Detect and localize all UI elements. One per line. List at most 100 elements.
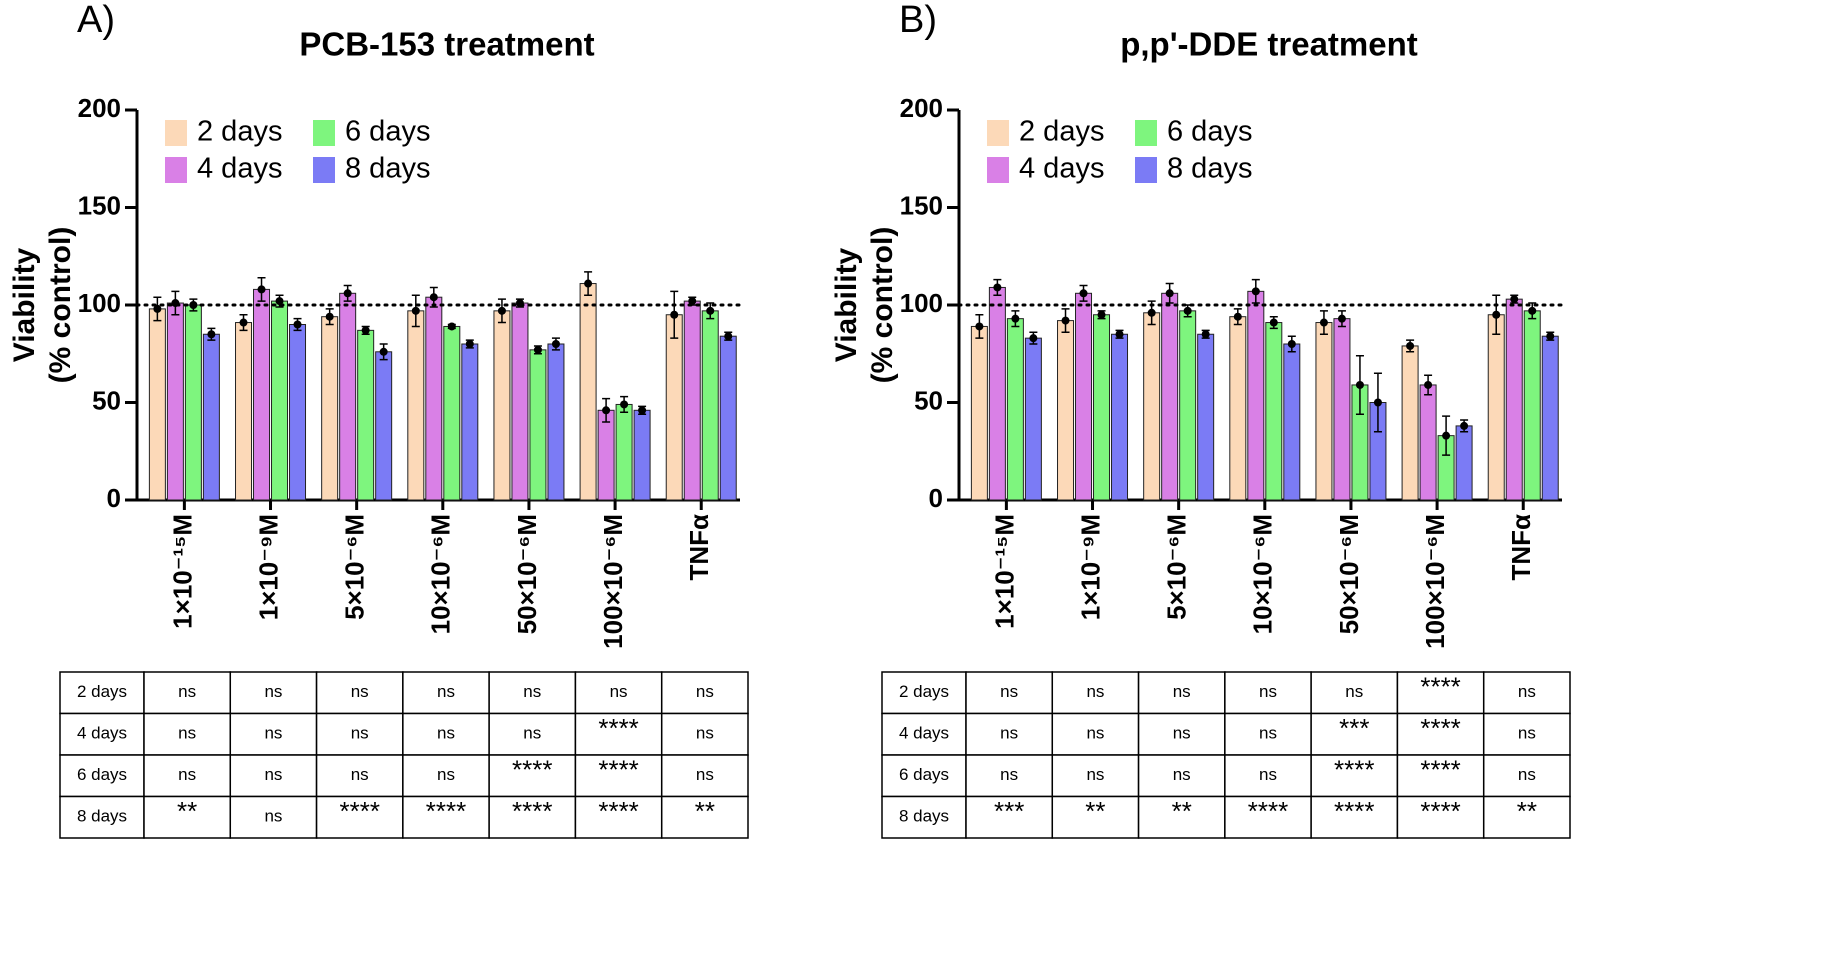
table-cell <box>965 671 1054 715</box>
bar <box>202 333 220 501</box>
row-label: 2 days <box>77 682 127 701</box>
table-cell <box>229 712 318 756</box>
table-cell <box>488 754 577 798</box>
legend-label: 8 days <box>1167 153 1252 185</box>
panel-label: B) <box>899 0 937 41</box>
x-tick-label: TNFα <box>1506 514 1536 581</box>
table-value: ** <box>695 796 715 826</box>
bar <box>1093 314 1111 501</box>
bar <box>1143 312 1161 501</box>
mean-dot <box>620 400 629 409</box>
bar <box>511 302 529 501</box>
bar <box>683 300 701 501</box>
legend-swatch <box>313 157 335 183</box>
table-value: ns <box>437 765 455 784</box>
bar <box>633 409 651 501</box>
legend-swatch <box>1135 157 1157 183</box>
y-tick-label: 200 <box>78 93 121 123</box>
table-value: ** <box>177 796 197 826</box>
x-tick-label: 5×10⁻⁶M <box>1162 514 1192 620</box>
table-value: ns <box>1259 724 1277 743</box>
table-value: ns <box>351 724 369 743</box>
table-value: ns <box>1000 724 1018 743</box>
bar <box>665 314 683 501</box>
row-label: 6 days <box>77 765 127 784</box>
bar <box>1229 316 1247 501</box>
table-value: *** <box>994 796 1024 826</box>
mean-dot <box>325 312 334 321</box>
table-value: ns <box>1086 724 1104 743</box>
mean-dot <box>724 332 733 341</box>
bar <box>597 409 615 501</box>
bar <box>1333 318 1351 501</box>
table-value: ns <box>1173 682 1191 701</box>
table-cell <box>1137 671 1226 715</box>
mean-dot <box>1319 318 1328 327</box>
table-value: ns <box>523 724 541 743</box>
table-value: ns <box>696 724 714 743</box>
bar <box>1179 310 1197 501</box>
table-cell <box>143 671 232 715</box>
table-value: ns <box>1173 724 1191 743</box>
mean-dot <box>257 285 266 294</box>
row-label: 8 days <box>77 807 127 826</box>
bar <box>1075 292 1093 501</box>
x-tick-label: 10×10⁻⁶M <box>1248 514 1278 634</box>
table-value: ns <box>1259 682 1277 701</box>
legend-label: 2 days <box>1019 116 1104 148</box>
table-cell <box>59 754 145 798</box>
table-value: ns <box>178 765 196 784</box>
bar <box>1161 292 1179 501</box>
table-value: ns <box>178 682 196 701</box>
bar <box>375 351 393 501</box>
table-value: ns <box>437 682 455 701</box>
table-cell <box>1310 754 1399 798</box>
mean-dot <box>1269 318 1278 327</box>
mean-dot <box>1424 380 1433 389</box>
table-cell <box>965 795 1054 839</box>
y-tick-label: 100 <box>900 288 943 318</box>
table-value: **** <box>426 796 466 826</box>
mean-dot <box>275 297 284 306</box>
table-value: **** <box>339 796 379 826</box>
bar <box>547 343 565 501</box>
y-tick-label: 50 <box>92 385 121 415</box>
bar <box>339 292 357 501</box>
legend-swatch <box>987 120 1009 146</box>
mean-dot <box>361 326 370 335</box>
bar <box>1197 333 1215 501</box>
table-value: **** <box>598 796 638 826</box>
table-cell <box>402 754 490 798</box>
row-label: 4 days <box>77 724 127 743</box>
table-value: **** <box>1420 796 1460 826</box>
mean-dot <box>1442 431 1451 440</box>
row-label: 6 days <box>899 765 949 784</box>
table-cell <box>1137 712 1226 756</box>
table-value: ns <box>351 765 369 784</box>
x-tick-label: TNFα <box>684 514 714 581</box>
bar <box>1006 318 1024 501</box>
mean-dot <box>1287 340 1296 348</box>
table-value: ns <box>351 682 369 701</box>
table-cell <box>143 795 232 839</box>
table-cell <box>1137 754 1226 798</box>
mean-dot <box>239 318 248 327</box>
mean-dot <box>1061 316 1070 325</box>
table-cell <box>488 671 577 715</box>
bar <box>1505 298 1523 501</box>
bar <box>253 288 271 501</box>
table-value: ns <box>1345 682 1363 701</box>
row-label: 8 days <box>899 807 949 826</box>
table-value: **** <box>598 755 638 785</box>
table-cell <box>402 795 490 839</box>
mean-dot <box>343 289 352 298</box>
bar <box>1057 320 1075 501</box>
chart-title: PCB-153 treatment <box>299 26 594 63</box>
y-axis-label: (% control) <box>44 227 77 384</box>
x-tick-label: 10×10⁻⁶M <box>426 514 456 634</box>
mean-dot <box>447 322 456 331</box>
table-value: ns <box>610 682 628 701</box>
mean-dot <box>993 283 1002 292</box>
y-axis-label: Viability <box>830 247 863 362</box>
table-value: **** <box>512 796 552 826</box>
